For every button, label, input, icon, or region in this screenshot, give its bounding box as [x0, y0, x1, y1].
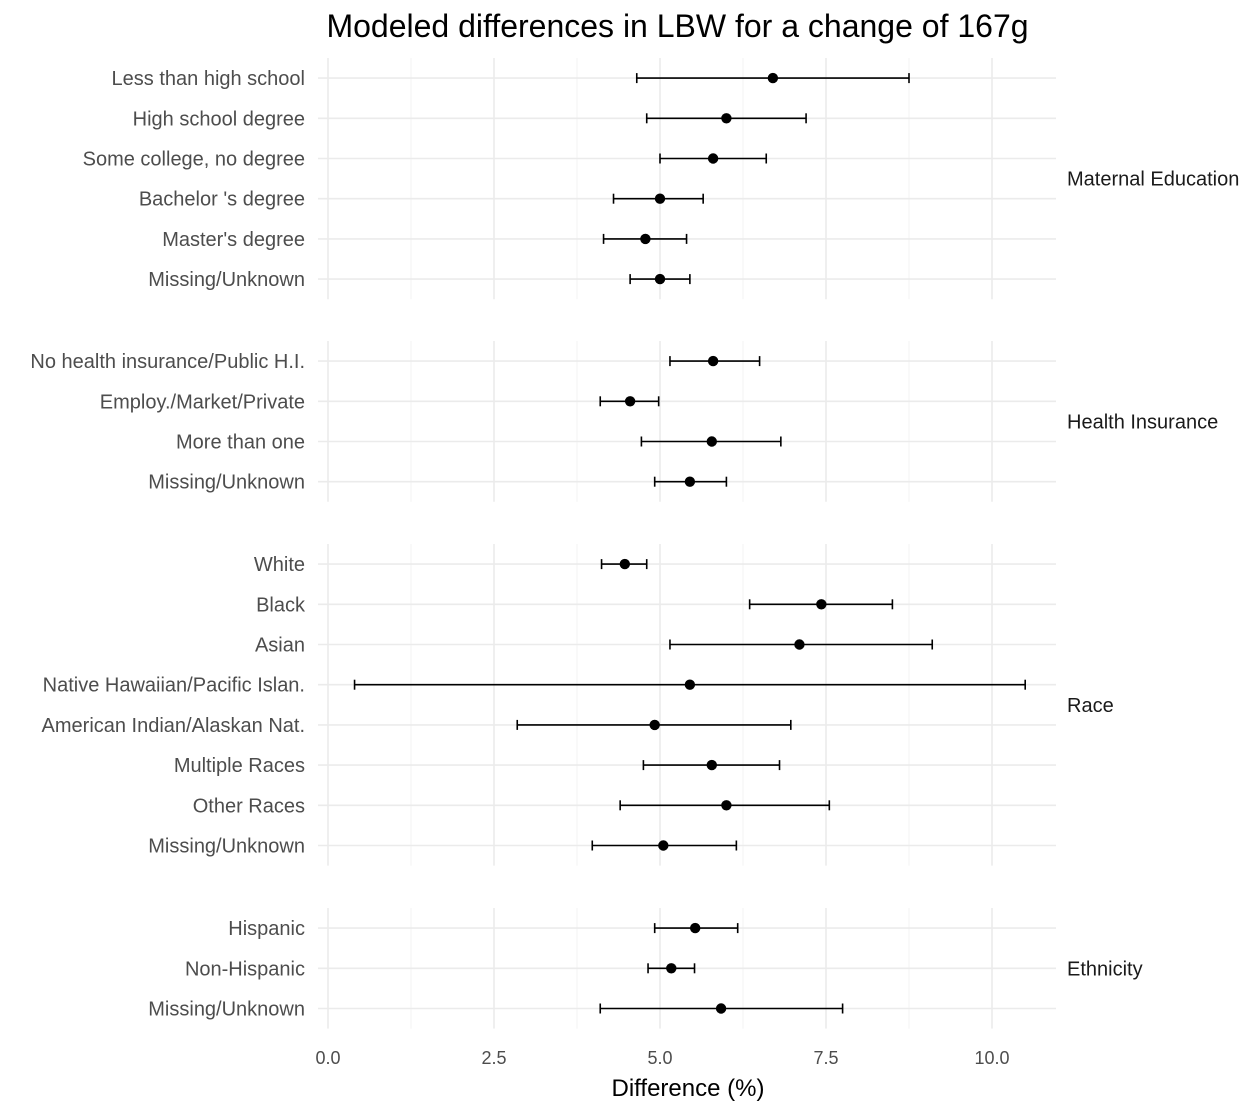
estimate-point — [707, 153, 719, 164]
facet-strip-label: Ethnicity — [1067, 958, 1143, 980]
estimate-point — [684, 476, 696, 487]
x-axis-title: Difference (%) — [612, 1075, 765, 1102]
estimate-point — [666, 963, 677, 974]
estimate-point — [654, 193, 666, 204]
estimate-point — [706, 436, 717, 447]
row-label: White — [254, 554, 305, 576]
row-label: Non-Hispanic — [185, 958, 305, 980]
estimate-point — [640, 233, 651, 245]
row-label: More than one — [176, 432, 305, 454]
marks-layer — [353, 72, 1026, 1014]
estimate-point — [707, 355, 719, 367]
x-tick-label: 7.5 — [813, 1048, 838, 1068]
estimate-point — [684, 679, 696, 690]
row-label: Employ./Market/Private — [100, 391, 305, 413]
x-tick-label: 0.0 — [315, 1048, 340, 1068]
estimate-point — [649, 719, 660, 731]
facet-strip-label: Maternal Education — [1067, 169, 1239, 191]
estimate-point — [767, 72, 779, 84]
row-label: Missing/Unknown — [148, 269, 305, 291]
estimate-point — [721, 113, 732, 124]
row-label: Missing/Unknown — [148, 999, 305, 1021]
row-label: Master's degree — [162, 229, 305, 251]
estimate-point — [721, 800, 732, 811]
estimate-point — [658, 840, 669, 851]
estimate-point — [689, 922, 701, 934]
row-label: Multiple Races — [174, 755, 305, 777]
facet-strip-label: Race — [1067, 695, 1114, 717]
row-label: Some college, no degree — [83, 149, 305, 171]
x-tick-label: 10.0 — [974, 1048, 1009, 1068]
row-label: American Indian/Alaskan Nat. — [42, 715, 305, 737]
labels-layer: Less than high school High school degree S… — [30, 68, 1239, 1102]
row-label: Other Races — [193, 795, 305, 817]
estimate-point — [794, 639, 805, 650]
row-label: Asian — [255, 635, 305, 657]
estimate-point — [715, 1003, 727, 1014]
estimate-point — [816, 599, 827, 610]
estimate-point — [624, 396, 636, 407]
row-label: No health insurance/Public H.I. — [30, 351, 305, 373]
row-label: Missing/Unknown — [148, 472, 305, 494]
row-label: Hispanic — [228, 918, 305, 940]
grid-layer — [318, 58, 1056, 1029]
estimate-point — [706, 759, 717, 771]
x-tick-label: 5.0 — [647, 1048, 672, 1068]
row-label: Missing/Unknown — [148, 836, 305, 858]
estimate-point — [654, 273, 666, 285]
estimate-point — [619, 558, 631, 570]
row-label: Native Hawaiian/Pacific Islan. — [43, 675, 305, 697]
row-label: Less than high school — [112, 68, 305, 90]
facet-strip-label: Health Insurance — [1067, 411, 1218, 433]
chart-title: Modeled differences in LBW for a change … — [326, 8, 1029, 44]
row-label: Bachelor 's degree — [139, 189, 305, 211]
x-tick-label: 2.5 — [481, 1048, 506, 1068]
row-label: Black — [256, 594, 306, 616]
row-label: High school degree — [133, 108, 305, 130]
